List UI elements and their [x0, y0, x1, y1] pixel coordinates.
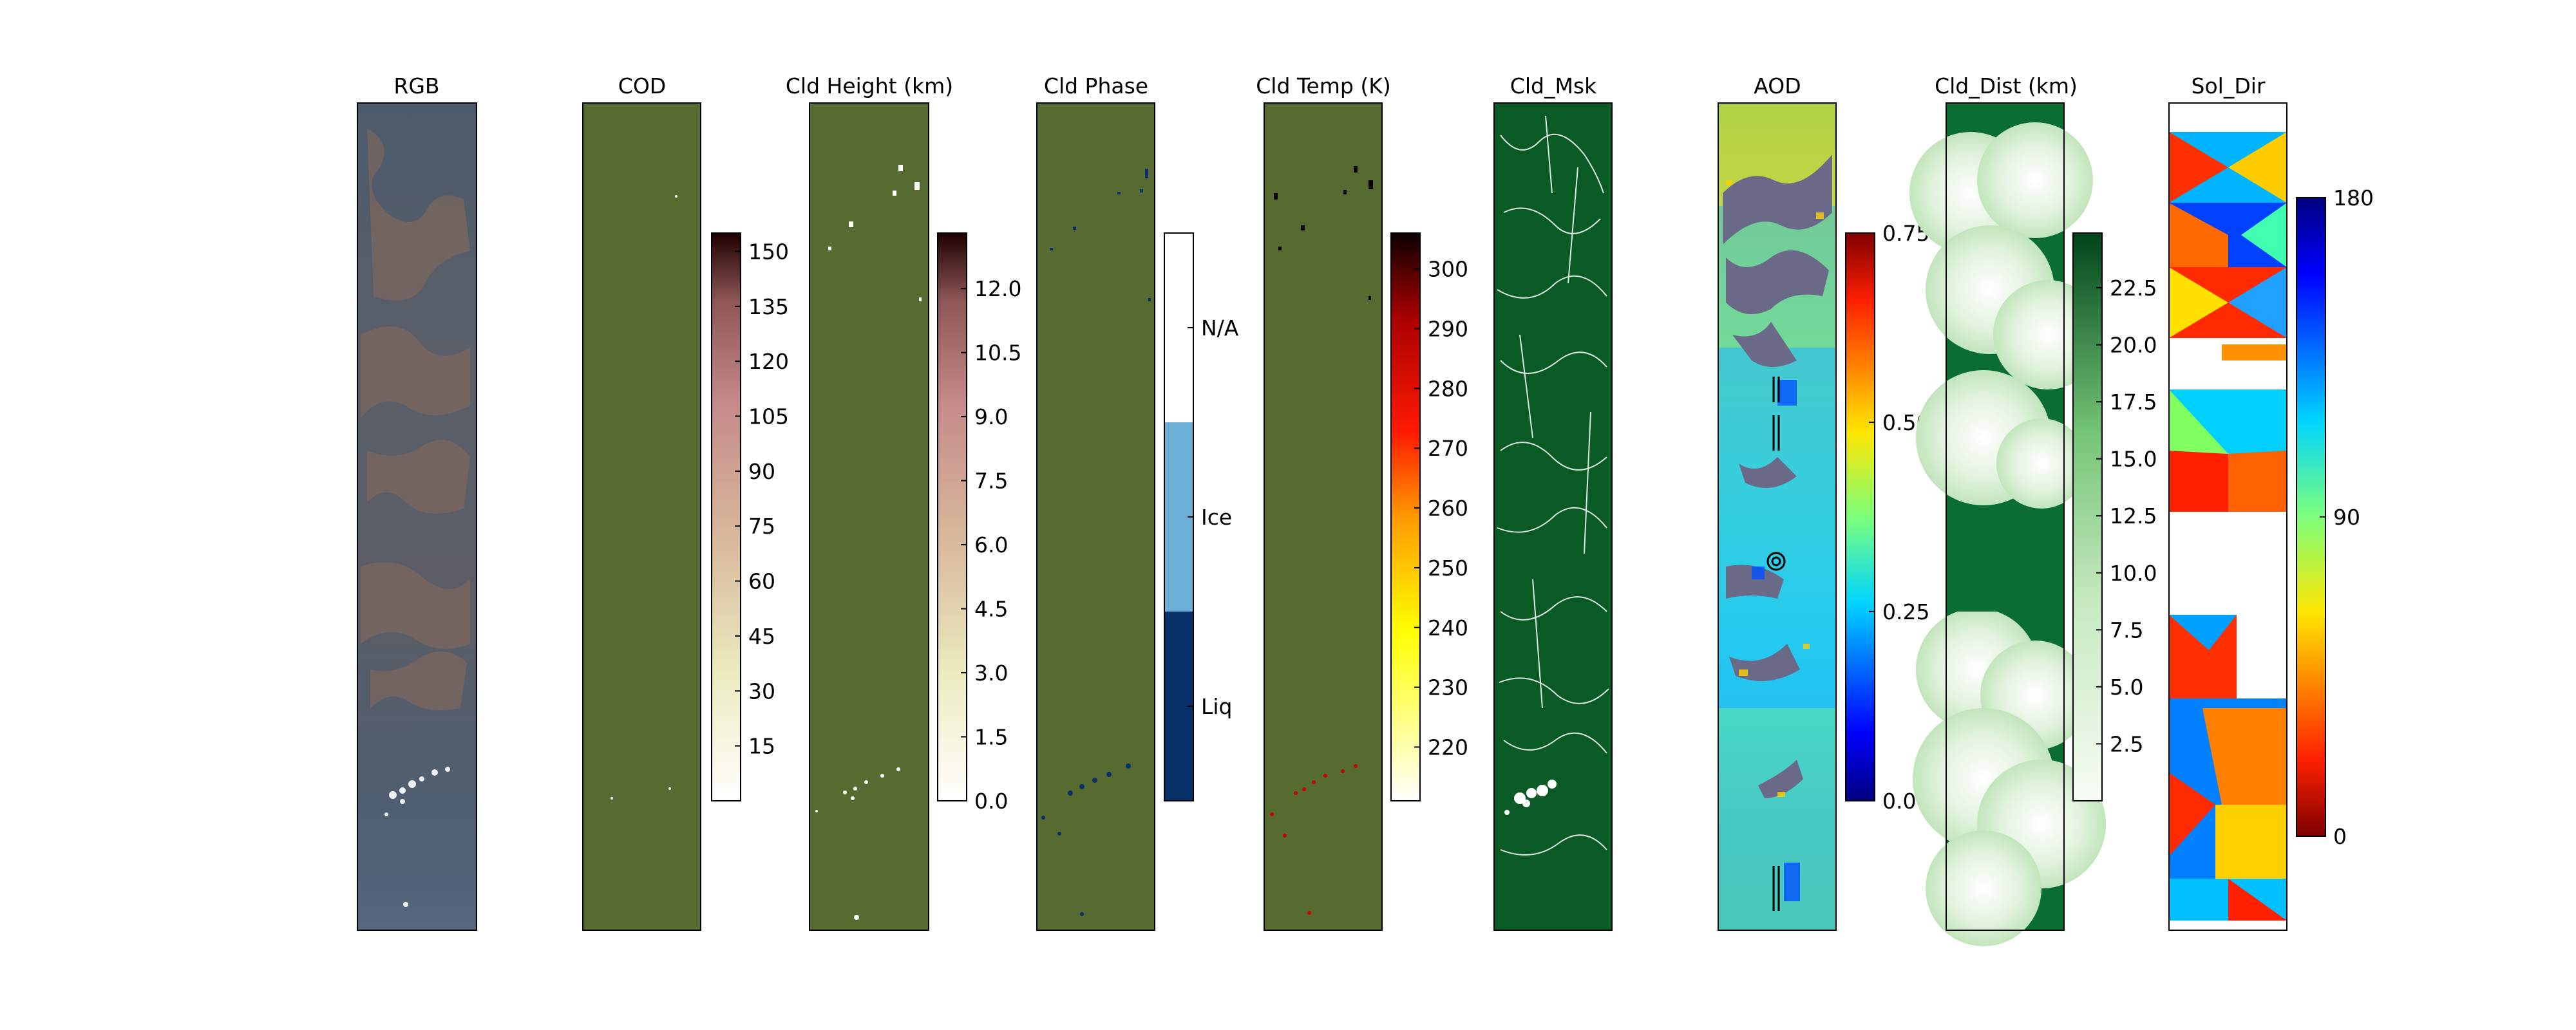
cld-phase-image — [1036, 102, 1155, 931]
cth-colorbar-tick-label: 3.0 — [974, 660, 1008, 686]
dist-colorbar-tick-label: 12.5 — [2110, 503, 2157, 529]
cod-colorbar-tick-label: 120 — [748, 349, 789, 374]
ctt-colorbar-tick-label: 230 — [1428, 675, 1468, 700]
cod-colorbar: 15 30 45 60 75 90 105 120 135 150 — [711, 232, 789, 801]
panel-title-cld-phase: Cld Phase — [1044, 73, 1148, 98]
panel-title-cld-dist: Cld_Dist (km) — [1935, 73, 2078, 98]
cth-colorbar-tick-label: 7.5 — [974, 469, 1008, 494]
cld-phase-colorbar: Liq Ice N/A — [1164, 232, 1239, 801]
dist-colorbar-tick-label: 7.5 — [2110, 617, 2143, 642]
panel-title-cld-height: Cld Height (km) — [786, 73, 953, 98]
dist-colorbar-tick-label: 2.5 — [2110, 731, 2143, 756]
ctt-colorbar-tick-label: 250 — [1428, 556, 1468, 581]
dist-colorbar-tick-label: 17.5 — [2110, 389, 2157, 415]
sol-dir-colorbar: 0 90 180 — [2296, 185, 2374, 849]
cth-colorbar-tick-label: 0.0 — [974, 789, 1008, 814]
dist-colorbar-tick-label: 20.0 — [2110, 333, 2157, 358]
cod-colorbar-tick-label: 15 — [748, 734, 775, 759]
phase-colorbar-tick-label: Liq — [1201, 694, 1233, 719]
cld-temp-image — [1264, 102, 1383, 931]
panel-title-cod: COD — [618, 73, 666, 98]
cod-colorbar-tick-label: 150 — [748, 239, 789, 264]
cod-colorbar-tick-label: 105 — [748, 404, 789, 429]
cld-dist-image — [1909, 102, 2106, 946]
cth-colorbar-tick-label: 10.5 — [974, 341, 1021, 366]
cth-colorbar-tick-label: 1.5 — [974, 725, 1008, 750]
panel-title-aod: AOD — [1754, 73, 1801, 98]
panel-title-cld-msk: Cld_Msk — [1510, 73, 1597, 98]
sol-colorbar-tick-label: 180 — [2333, 185, 2374, 211]
aod-image — [1718, 102, 1837, 931]
sol-dir-image — [2168, 102, 2287, 931]
dist-colorbar-tick-label: 15.0 — [2110, 447, 2157, 472]
cod-colorbar-tick-label: 60 — [748, 569, 775, 594]
dist-colorbar-tick-label: 10.0 — [2110, 561, 2157, 586]
sol-colorbar-tick-label: 0 — [2333, 824, 2347, 849]
cth-colorbar-tick-label: 9.0 — [974, 404, 1008, 429]
cld-msk-image — [1493, 102, 1613, 931]
cld-height-image — [809, 102, 929, 931]
dist-colorbar-tick-label: 22.5 — [2110, 276, 2157, 301]
cld-dist-colorbar: 2.5 5.0 7.5 10.0 12.5 15.0 17.5 20.0 22.5 — [2072, 232, 2157, 801]
panel-title-rgb: RGB — [393, 73, 439, 98]
sol-colorbar-tick-label: 90 — [2333, 505, 2360, 530]
ctt-colorbar-tick-label: 270 — [1428, 436, 1468, 461]
phase-colorbar-tick-label: N/A — [1201, 315, 1239, 341]
phase-colorbar-tick-label: Ice — [1201, 505, 1232, 530]
ctt-colorbar-tick-label: 220 — [1428, 735, 1468, 760]
panel-title-cld-temp: Cld Temp (K) — [1256, 73, 1390, 98]
cld-temp-colorbar: 220 230 240 250 260 270 280 290 300 — [1390, 232, 1468, 801]
cth-colorbar-tick-label: 4.5 — [974, 597, 1008, 622]
cld-height-colorbar: 0.0 1.5 3.0 4.5 6.0 7.5 9.0 10.5 12.0 — [937, 232, 1021, 814]
cod-colorbar-tick-label: 75 — [748, 514, 775, 539]
cod-colorbar-tick-label: 30 — [748, 679, 775, 704]
cth-colorbar-tick-label: 12.0 — [974, 276, 1021, 301]
cod-colorbar-tick-label: 135 — [748, 294, 789, 319]
cod-image — [582, 102, 701, 931]
ctt-colorbar-tick-label: 260 — [1428, 496, 1468, 521]
panel-title-sol-dir: Sol_Dir — [2192, 73, 2266, 98]
ctt-colorbar-tick-label: 290 — [1428, 317, 1468, 342]
ctt-colorbar-tick-label: 280 — [1428, 376, 1468, 401]
aod-colorbar-tick-label: 0.25 — [1882, 599, 1929, 624]
ctt-colorbar-tick-label: 240 — [1428, 615, 1468, 641]
aod-colorbar: 0.000.250.500.75 — [1845, 221, 1929, 814]
rgb-image — [357, 102, 477, 931]
cth-colorbar-tick-label: 6.0 — [974, 532, 1008, 557]
ctt-colorbar-tick-label: 300 — [1428, 257, 1468, 282]
cod-colorbar-tick-label: 45 — [748, 624, 775, 649]
cod-colorbar-tick-label: 90 — [748, 459, 775, 484]
dist-colorbar-tick-label: 5.0 — [2110, 675, 2143, 700]
